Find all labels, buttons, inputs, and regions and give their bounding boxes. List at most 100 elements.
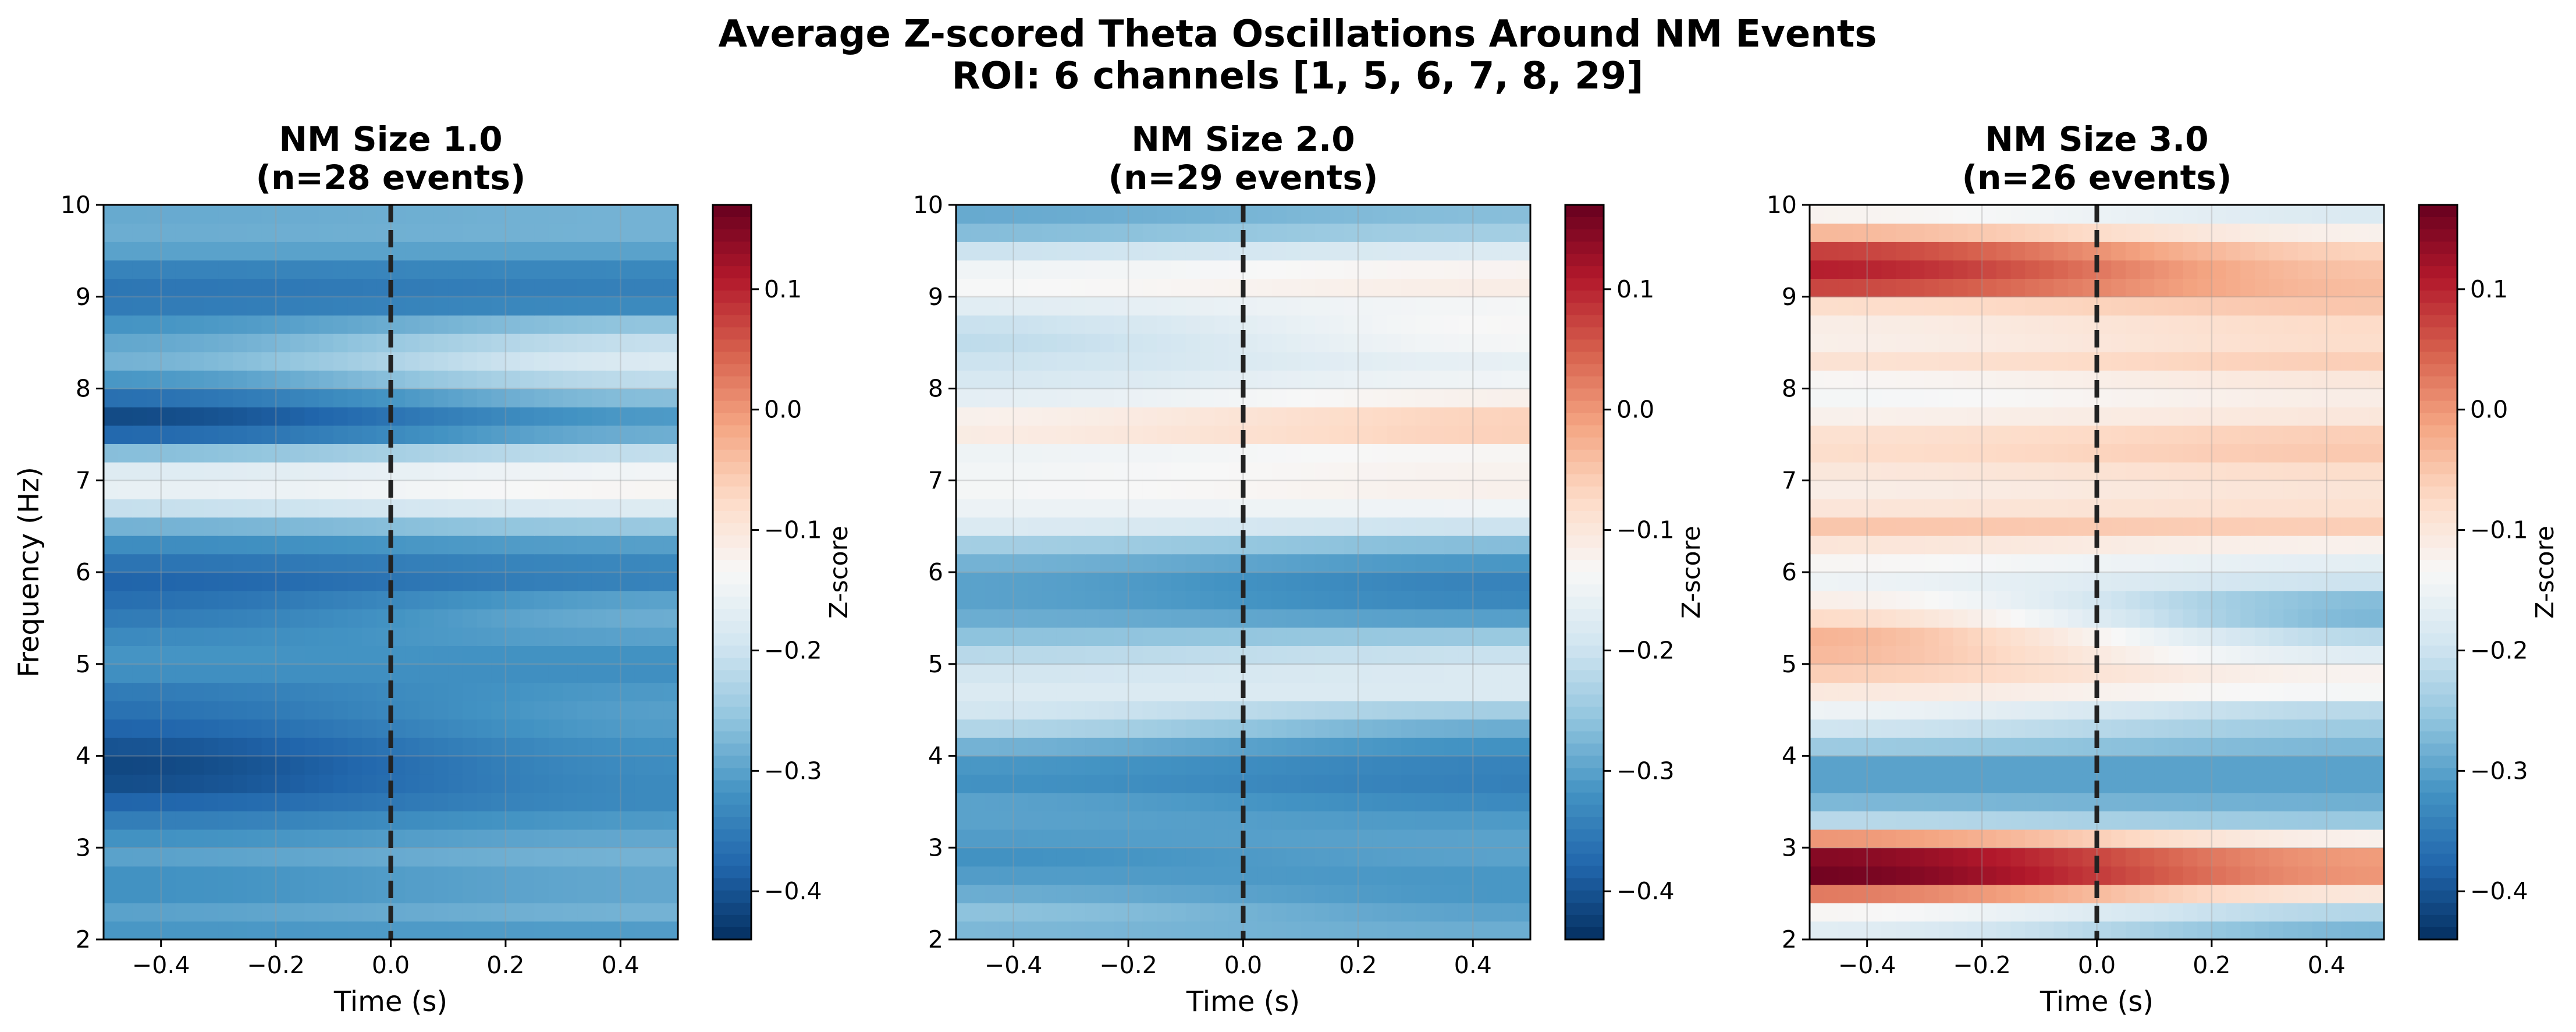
y-tick-label: 4 [76, 742, 91, 770]
heatmap-cell [2168, 407, 2184, 426]
heatmap-cell [1387, 205, 1402, 224]
heatmap-cell [319, 407, 334, 426]
heatmap-cell [1415, 278, 1431, 297]
heatmap-cell [2226, 333, 2241, 353]
heatmap-cell [999, 627, 1014, 646]
heatmap-cell [2269, 866, 2284, 885]
heatmap-cell [1939, 774, 1954, 793]
heatmap-cell [233, 829, 248, 849]
heatmap-cell [276, 517, 291, 536]
heatmap-cell [563, 296, 578, 316]
heatmap-cell [2340, 462, 2356, 481]
heatmap-cell [218, 205, 233, 224]
heatmap-cell [2140, 682, 2155, 701]
heatmap-cell [448, 811, 463, 830]
heatmap-cell [1458, 609, 1474, 628]
heatmap-cell [1114, 462, 1129, 481]
heatmap-cell [548, 278, 564, 297]
heatmap-cell [534, 847, 549, 867]
heatmap-cell [2269, 535, 2284, 555]
heatmap-cell [1430, 774, 1445, 793]
heatmap-cell [333, 333, 349, 353]
heatmap-cell [2039, 425, 2055, 444]
heatmap-cell [1824, 737, 1839, 757]
heatmap-cell [448, 866, 463, 885]
heatmap-cell [1301, 590, 1316, 609]
heatmap-cell [2283, 811, 2298, 830]
heatmap-cell [1444, 296, 1459, 316]
heatmap-cell [1924, 444, 1939, 463]
heatmap-cell [1867, 554, 1882, 573]
heatmap-cell [1487, 847, 1502, 867]
heatmap-cell [606, 498, 621, 518]
heatmap-cell [491, 296, 506, 316]
heatmap-cell [1996, 590, 2012, 609]
heatmap-cell [1516, 756, 1531, 775]
heatmap-cell [1953, 756, 1969, 775]
heatmap-cell [477, 498, 492, 518]
heatmap-cell [2010, 847, 2026, 867]
heatmap-cell [1881, 278, 1896, 297]
heatmap-cell [247, 811, 262, 830]
heatmap-cell [1910, 554, 1925, 573]
heatmap-cell [1056, 370, 1072, 389]
heatmap-cell [2168, 572, 2184, 591]
heatmap-cell [2068, 829, 2083, 849]
heatmap-cell [1200, 425, 1215, 444]
heatmap-cell [2154, 866, 2169, 885]
heatmap-cell [1085, 664, 1100, 683]
heatmap-cell [434, 719, 449, 738]
heatmap-cell [2355, 866, 2371, 885]
heatmap-cell [534, 682, 549, 701]
heatmap-cell [1982, 664, 1997, 683]
heatmap-cell [319, 847, 334, 867]
heatmap-cell [1401, 700, 1416, 720]
heatmap-cell [405, 498, 420, 518]
heatmap-cell [2183, 572, 2198, 591]
heatmap-cell [1071, 664, 1086, 683]
heatmap-cell [347, 884, 363, 903]
heatmap-cell [563, 884, 578, 903]
heatmap-cell [2097, 792, 2112, 811]
heatmap-cell [563, 205, 578, 224]
heatmap-cell [1214, 664, 1230, 683]
heatmap-cell [1128, 205, 1143, 224]
heatmap-cell [1185, 480, 1201, 499]
heatmap-cell [218, 480, 233, 499]
heatmap-cell [390, 425, 406, 444]
heatmap-cell [448, 333, 463, 353]
heatmap-cell [2312, 296, 2328, 316]
heatmap-cell [1071, 792, 1086, 811]
heatmap-cell [1458, 223, 1474, 242]
heatmap-cell [1387, 902, 1402, 922]
heatmap-cell [2140, 811, 2155, 830]
heatmap-cell [1924, 572, 1939, 591]
heatmap-cell [1415, 884, 1431, 903]
heatmap-cell [563, 700, 578, 720]
heatmap-cell [649, 462, 665, 481]
heatmap-cell [1853, 242, 1868, 261]
heatmap-cell [505, 333, 521, 353]
heatmap-cell [362, 498, 377, 518]
heatmap-cell [247, 627, 262, 646]
heatmap-cell [970, 572, 986, 591]
heatmap-cell [2355, 242, 2371, 261]
heatmap-cell [1301, 572, 1316, 591]
heatmap-cell [491, 700, 506, 720]
heatmap-cell [1881, 609, 1896, 628]
heatmap-cell [591, 462, 607, 481]
heatmap-cell [1358, 278, 1373, 297]
heatmap-cell [634, 278, 650, 297]
heatmap-cell [1171, 444, 1186, 463]
heatmap-cell [2355, 278, 2371, 297]
heatmap-cell [649, 498, 665, 518]
heatmap-cell [1301, 700, 1316, 720]
heatmap-cell [1128, 921, 1143, 940]
heatmap-cell [2025, 242, 2040, 261]
heatmap-cell [1214, 535, 1230, 555]
heatmap-cell [434, 811, 449, 830]
heatmap-cell [434, 884, 449, 903]
heatmap-cell [1501, 700, 1517, 720]
heatmap-cell [448, 902, 463, 922]
heatmap-cell [985, 700, 1000, 720]
